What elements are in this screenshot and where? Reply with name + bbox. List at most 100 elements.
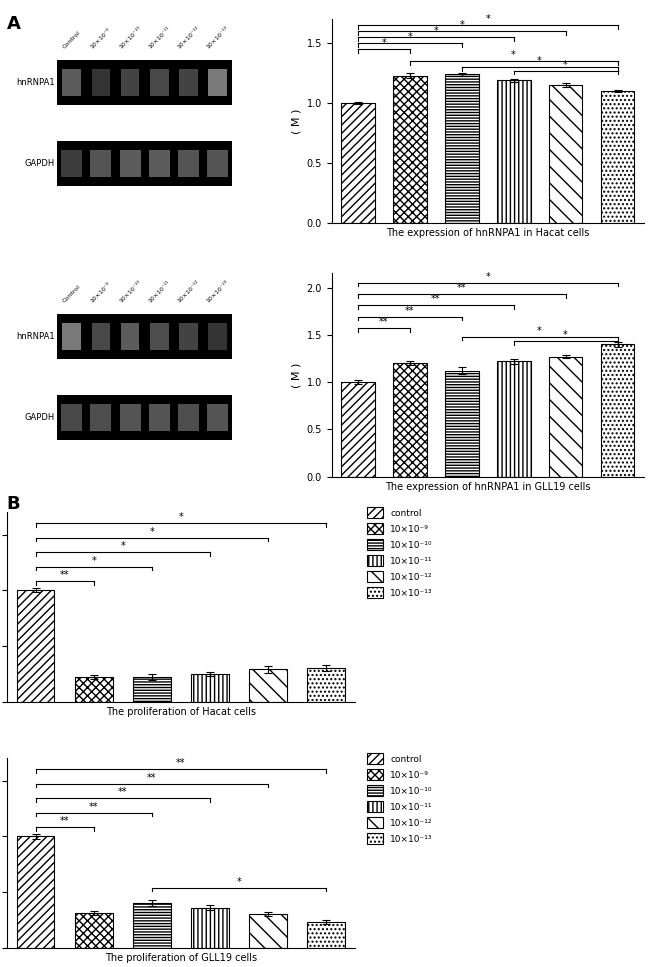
Bar <box>601 344 634 477</box>
Bar <box>62 69 81 96</box>
Text: **: ** <box>379 317 389 327</box>
Bar <box>341 103 374 222</box>
Text: hnRNPA1: hnRNPA1 <box>16 77 55 87</box>
Text: *: * <box>512 50 516 60</box>
Text: GAPDH: GAPDH <box>25 413 55 423</box>
Bar <box>307 923 345 948</box>
Bar <box>207 404 228 431</box>
Text: *: * <box>408 32 412 43</box>
Bar <box>92 69 110 96</box>
Text: Control: Control <box>62 284 82 304</box>
Bar <box>601 91 634 222</box>
Bar <box>57 314 232 359</box>
Text: 10×10⁻¹⁰: 10×10⁻¹⁰ <box>118 279 142 304</box>
Text: *: * <box>150 527 154 537</box>
Text: *: * <box>178 513 183 522</box>
Text: A: A <box>6 15 20 33</box>
Bar <box>133 903 170 948</box>
Text: 10×10⁻¹¹: 10×10⁻¹¹ <box>148 26 172 50</box>
Bar <box>445 74 478 222</box>
Text: hnRNPA1: hnRNPA1 <box>16 332 55 340</box>
Bar <box>17 590 55 701</box>
Text: *: * <box>382 38 386 48</box>
Bar <box>191 674 229 701</box>
Text: **: ** <box>60 571 70 580</box>
Bar <box>191 908 229 948</box>
Text: *: * <box>486 272 490 281</box>
Text: *: * <box>537 56 542 66</box>
Text: **: ** <box>147 773 157 783</box>
Text: *: * <box>563 331 568 340</box>
Bar <box>121 69 140 96</box>
Bar <box>75 677 112 701</box>
Bar <box>549 85 582 222</box>
Text: **: ** <box>89 802 98 812</box>
Bar <box>249 669 287 701</box>
Text: 10×10⁻⁹: 10×10⁻⁹ <box>90 281 112 304</box>
Text: GAPDH: GAPDH <box>25 160 55 168</box>
X-axis label: The proliferation of GLL19 cells: The proliferation of GLL19 cells <box>105 953 257 963</box>
Bar <box>92 323 110 350</box>
Text: *: * <box>91 556 96 566</box>
Text: 10×10⁻⁹: 10×10⁻⁹ <box>90 27 112 50</box>
Text: **: ** <box>431 294 441 305</box>
Bar <box>207 150 228 177</box>
Bar <box>61 150 83 177</box>
Bar <box>445 370 478 477</box>
Bar <box>341 382 374 477</box>
Text: B: B <box>6 495 20 513</box>
Text: *: * <box>563 60 568 70</box>
Bar <box>179 69 198 96</box>
Bar <box>57 60 232 104</box>
Text: *: * <box>237 876 241 887</box>
X-axis label: The proliferation of Hacat cells: The proliferation of Hacat cells <box>106 707 256 718</box>
Text: Control: Control <box>62 30 82 50</box>
Text: *: * <box>460 20 464 30</box>
Bar <box>17 836 55 948</box>
Y-axis label: ( M ): ( M ) <box>291 363 301 388</box>
Bar <box>121 323 140 350</box>
Bar <box>497 362 530 477</box>
Bar <box>120 404 140 431</box>
Bar <box>497 80 530 222</box>
Bar <box>393 75 426 222</box>
Bar <box>549 357 582 477</box>
Text: 10×10⁻¹³: 10×10⁻¹³ <box>205 279 229 304</box>
Text: **: ** <box>176 758 185 769</box>
Bar <box>150 323 168 350</box>
Text: **: ** <box>405 306 415 315</box>
Text: **: ** <box>118 787 127 798</box>
Y-axis label: ( M ): ( M ) <box>291 108 301 133</box>
Bar <box>307 668 345 701</box>
Bar <box>149 404 170 431</box>
Text: *: * <box>486 15 490 24</box>
Text: 10×10⁻¹⁰: 10×10⁻¹⁰ <box>118 26 142 50</box>
Bar <box>178 404 199 431</box>
Text: *: * <box>120 542 125 551</box>
Bar <box>57 396 232 440</box>
X-axis label: The expression of hnRNPA1 in Hacat cells: The expression of hnRNPA1 in Hacat cells <box>386 228 590 238</box>
Text: 10×10⁻¹²: 10×10⁻¹² <box>177 26 201 50</box>
Legend: control, 10×10⁻⁹, 10×10⁻¹⁰, 10×10⁻¹¹, 10×10⁻¹², 10×10⁻¹³: control, 10×10⁻⁹, 10×10⁻¹⁰, 10×10⁻¹¹, 10… <box>367 508 432 599</box>
Bar <box>90 404 111 431</box>
X-axis label: The expression of hnRNPA1 in GLL19 cells: The expression of hnRNPA1 in GLL19 cells <box>385 483 590 492</box>
Bar <box>61 404 83 431</box>
Bar <box>75 913 112 948</box>
Bar <box>393 364 426 477</box>
Bar <box>62 323 81 350</box>
Text: 10×10⁻¹¹: 10×10⁻¹¹ <box>148 279 172 304</box>
Legend: control, 10×10⁻⁹, 10×10⁻¹⁰, 10×10⁻¹¹, 10×10⁻¹², 10×10⁻¹³: control, 10×10⁻⁹, 10×10⁻¹⁰, 10×10⁻¹¹, 10… <box>367 753 432 844</box>
Bar <box>57 141 232 186</box>
Text: *: * <box>537 326 542 336</box>
Text: 10×10⁻¹³: 10×10⁻¹³ <box>205 26 229 50</box>
Bar <box>249 914 287 948</box>
Bar <box>150 69 168 96</box>
Bar <box>90 150 111 177</box>
Bar <box>149 150 170 177</box>
Bar <box>178 150 199 177</box>
Text: *: * <box>434 26 438 36</box>
Bar <box>179 323 198 350</box>
Bar <box>133 677 170 701</box>
Bar <box>209 323 227 350</box>
Text: **: ** <box>457 283 467 293</box>
